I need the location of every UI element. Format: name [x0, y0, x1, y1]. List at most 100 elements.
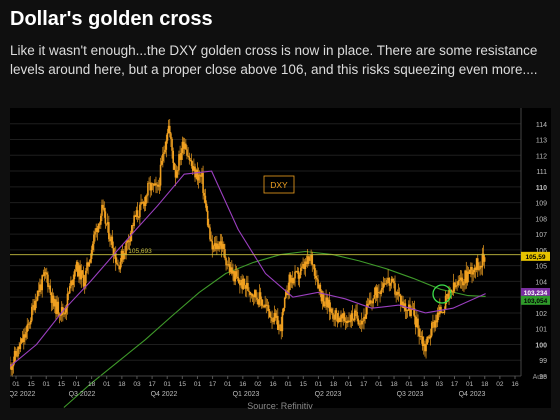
dxy-chart: 105,693 DXY 9899100101102103104105106107… — [9, 108, 551, 408]
price-candle — [349, 321, 351, 323]
price-candle — [264, 304, 266, 308]
price-candle — [243, 278, 246, 286]
price-candle — [479, 265, 481, 270]
x-tick-label: 18 — [481, 381, 489, 388]
price-candle — [306, 256, 309, 265]
x-tick-label: 15 — [28, 381, 36, 388]
price-candle — [28, 323, 31, 325]
price-candle — [422, 343, 425, 346]
price-candle — [142, 201, 145, 204]
price-candle — [16, 355, 18, 357]
price-candle — [326, 297, 329, 308]
price-candle — [17, 346, 19, 357]
series-label: DXY — [270, 180, 288, 190]
price-layer — [9, 119, 486, 377]
price-candle — [421, 336, 424, 346]
price-candle — [362, 320, 364, 322]
x-tick-label: 17 — [148, 381, 156, 388]
price-candle — [256, 297, 258, 300]
price-candle — [128, 241, 131, 243]
x-tick-label: 17 — [360, 381, 368, 388]
price-candle — [221, 244, 224, 249]
price-candle — [190, 160, 193, 166]
price-candle — [83, 283, 86, 287]
price-candle — [39, 284, 41, 293]
price-candle — [10, 364, 12, 370]
y-tick-label: 112 — [536, 153, 547, 160]
price-candle — [309, 257, 311, 261]
price-candle — [206, 210, 209, 226]
y-tick-label: 99 — [539, 358, 547, 365]
price-candle — [428, 336, 431, 339]
price-candle — [390, 278, 393, 284]
price-candle — [387, 277, 389, 281]
price-candle — [321, 294, 324, 302]
price-candle — [154, 183, 156, 186]
price-candle — [464, 270, 466, 284]
y-axis: 9899100101102103104105106107108109110111… — [520, 108, 550, 381]
price-candle — [35, 300, 38, 302]
price-candle — [414, 316, 417, 327]
price-candle — [71, 280, 73, 285]
price-candle — [74, 270, 77, 272]
price-candle — [70, 280, 72, 287]
price-candle — [68, 286, 71, 294]
value-tag-box — [521, 251, 550, 261]
price-candle — [270, 317, 272, 318]
price-candle — [75, 261, 78, 271]
x-tick-label: 17 — [209, 381, 217, 388]
price-candle — [248, 290, 250, 292]
price-candle — [371, 302, 373, 304]
price-candle — [372, 298, 374, 304]
price-candle — [395, 294, 397, 296]
price-candle — [279, 324, 281, 326]
price-candle — [341, 314, 343, 319]
price-candle — [91, 243, 94, 250]
x-tick-label: 16 — [269, 381, 277, 388]
y-tick-label: 109 — [535, 201, 547, 208]
price-candle — [137, 217, 140, 218]
price-candle — [451, 291, 454, 293]
price-candle — [116, 262, 118, 265]
price-candle — [220, 241, 223, 249]
x-tick-label: 01 — [285, 381, 293, 388]
price-candle — [468, 269, 471, 274]
price-candle — [158, 185, 161, 187]
price-candle — [380, 289, 383, 294]
price-candle — [290, 278, 293, 283]
price-candle — [318, 284, 320, 289]
price-candle — [178, 154, 180, 171]
price-candle — [294, 271, 296, 279]
price-candle — [45, 272, 48, 275]
price-candle — [466, 271, 469, 283]
x-tick-label: 01 — [103, 381, 111, 388]
price-candle — [474, 267, 477, 270]
price-candle — [111, 236, 114, 249]
price-candle — [409, 304, 411, 316]
x-tick-label: 01 — [224, 381, 232, 388]
price-candle — [394, 283, 396, 295]
price-candle — [456, 285, 458, 287]
price-candle — [478, 269, 480, 271]
price-candle — [9, 364, 11, 367]
x-tick-label: 01 — [194, 381, 202, 388]
price-candle — [452, 282, 455, 292]
price-candle — [263, 305, 265, 308]
price-candle — [36, 290, 39, 301]
price-candle — [52, 295, 55, 307]
price-candle — [106, 222, 109, 225]
price-candle — [389, 283, 392, 286]
price-candle — [260, 299, 263, 306]
price-candle — [26, 324, 29, 332]
grid — [10, 123, 521, 377]
x-tick-label: 02 — [496, 381, 504, 388]
price-candle — [385, 283, 387, 285]
price-candle — [104, 211, 107, 224]
x-tick-label: 01 — [375, 381, 383, 388]
price-candle — [56, 301, 58, 314]
price-candle — [59, 315, 62, 316]
x-tick-label: 01 — [315, 381, 323, 388]
price-candle — [403, 303, 406, 308]
price-candle — [214, 243, 217, 250]
x-tick-label: 16 — [239, 381, 247, 388]
